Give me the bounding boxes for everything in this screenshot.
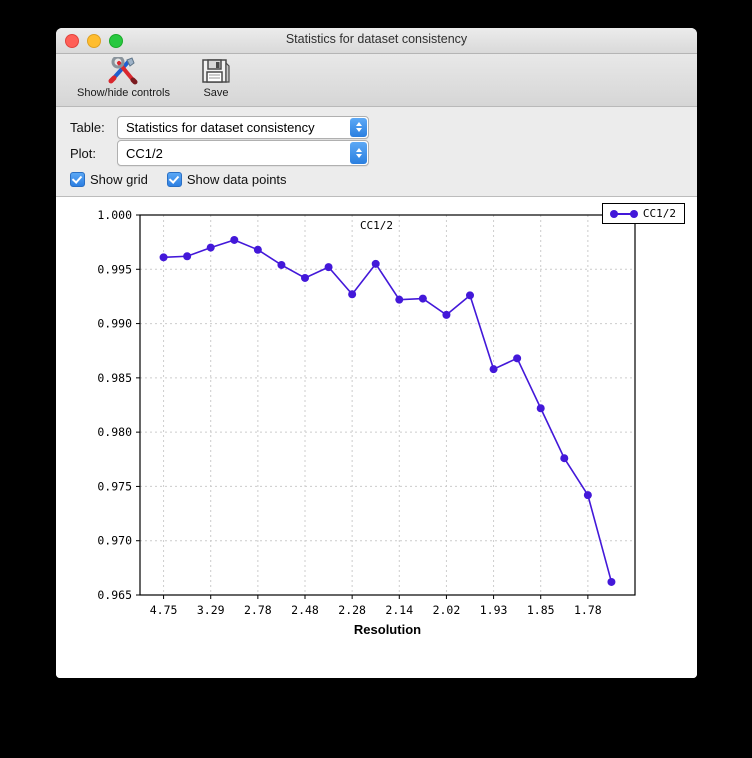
toolbar: Show/hide controls Save <box>56 54 697 107</box>
floppy-disk-save-icon <box>201 56 231 86</box>
svg-text:0.970: 0.970 <box>97 534 132 548</box>
plot-stepper-icon[interactable] <box>350 142 367 164</box>
svg-text:1.85: 1.85 <box>527 603 555 617</box>
close-button[interactable] <box>65 34 79 48</box>
show-hide-controls-label: Show/hide controls <box>77 87 170 99</box>
svg-text:0.985: 0.985 <box>97 371 132 385</box>
svg-text:1.000: 1.000 <box>97 208 132 222</box>
svg-text:1.93: 1.93 <box>480 603 508 617</box>
show-grid-checkbox[interactable] <box>70 171 85 187</box>
controls-panel: Table: Statistics for dataset consistenc… <box>56 107 697 197</box>
svg-text:0.980: 0.980 <box>97 425 132 439</box>
svg-text:0.995: 0.995 <box>97 262 132 276</box>
show-data-points-checkbox[interactable] <box>166 171 182 187</box>
table-stepper-icon[interactable] <box>350 117 367 137</box>
show-data-points-label: Show data points <box>186 171 287 187</box>
svg-text:0.990: 0.990 <box>97 317 132 331</box>
svg-text:2.14: 2.14 <box>385 603 413 617</box>
chart-title: CC1/2 <box>359 219 394 232</box>
minimize-button[interactable] <box>87 34 101 48</box>
svg-text:4.75: 4.75 <box>150 603 178 617</box>
svg-text:2.02: 2.02 <box>433 603 461 617</box>
plot-row: Plot: CC1/2 <box>56 140 697 166</box>
window-title: Statistics for dataset consistency <box>285 32 468 46</box>
table-select[interactable]: Statistics for dataset consistency <box>117 115 369 139</box>
table-row: Table: Statistics for dataset consistenc… <box>56 114 697 140</box>
svg-text:3.29: 3.29 <box>197 603 225 617</box>
statistics-window: Statistics for dataset consistency Show/… <box>56 28 697 678</box>
window-controls <box>65 34 123 48</box>
plot-select-value: CC1/2 <box>126 145 163 161</box>
save-label: Save <box>203 87 229 99</box>
svg-text:Resolution: Resolution <box>354 622 421 637</box>
cc-half-line-chart: 1.000 0.995 0.990 0.985 0.980 0.975 0.970 0.965… <box>97 208 636 637</box>
plot-area: CC1/2 CC1/2 1.000 0.995 0.990 0.985 0.980 0.9… <box>56 197 697 678</box>
tools-icon <box>107 56 141 86</box>
svg-text:2.28: 2.28 <box>338 603 366 617</box>
svg-text:2.78: 2.78 <box>244 603 272 617</box>
table-select-value: Statistics for dataset consistency <box>126 119 315 135</box>
zoom-button[interactable] <box>109 34 123 48</box>
svg-text:1.78: 1.78 <box>574 603 602 617</box>
chart-legend: CC1/2 <box>601 203 685 224</box>
svg-text:0.965: 0.965 <box>97 588 132 602</box>
plot-label: Plot: <box>70 145 97 161</box>
show-grid-label: Show grid <box>90 171 148 187</box>
plot-select[interactable]: CC1/2 <box>117 140 369 166</box>
svg-text:2.48: 2.48 <box>291 603 319 617</box>
save-button[interactable]: Save <box>191 56 241 99</box>
show-hide-controls-button[interactable]: Show/hide controls <box>66 56 181 99</box>
table-label: Table: <box>70 119 105 135</box>
legend-label: CC1/2 <box>642 207 676 220</box>
title-bar: Statistics for dataset consistency <box>56 28 697 54</box>
svg-text:0.975: 0.975 <box>97 479 132 493</box>
legend-marker-icon <box>609 209 638 218</box>
checkbox-row: Show grid Show data points <box>56 168 697 190</box>
